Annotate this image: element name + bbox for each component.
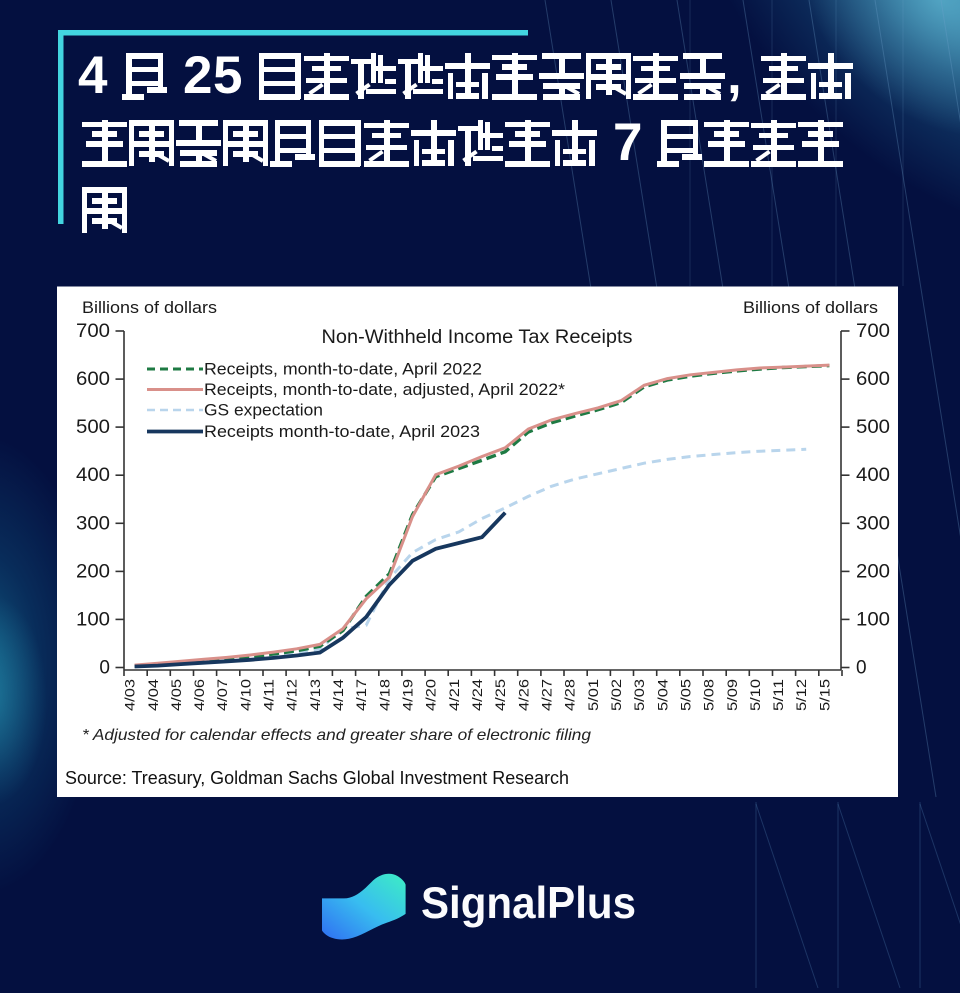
svg-text:SignalPlus: SignalPlus <box>421 879 636 928</box>
svg-text:* Adjusted for calendar effect: * Adjusted for calendar effects and grea… <box>82 727 591 744</box>
svg-text:4/07: 4/07 <box>215 679 230 711</box>
svg-text:5/12: 5/12 <box>794 679 809 711</box>
svg-text:4/20: 4/20 <box>424 679 439 711</box>
svg-text:5/05: 5/05 <box>678 679 693 711</box>
svg-text:5/10: 5/10 <box>748 679 763 711</box>
svg-text:4/10: 4/10 <box>238 679 253 711</box>
svg-text:4/28: 4/28 <box>563 679 578 711</box>
svg-text:600: 600 <box>76 369 110 390</box>
svg-text:4/13: 4/13 <box>308 679 323 711</box>
svg-text:GS expectation: GS expectation <box>204 401 323 420</box>
svg-text:4/12: 4/12 <box>285 679 300 711</box>
svg-text:700: 700 <box>856 321 890 342</box>
svg-text:4/05: 4/05 <box>169 679 184 711</box>
svg-text:5/08: 5/08 <box>702 679 717 711</box>
svg-text:4/21: 4/21 <box>447 679 462 711</box>
svg-text:4/04: 4/04 <box>146 678 161 711</box>
svg-text:4/19: 4/19 <box>401 679 416 711</box>
svg-text:4/14: 4/14 <box>331 678 346 711</box>
svg-text:700: 700 <box>76 321 110 342</box>
svg-text:5/15: 5/15 <box>817 679 832 711</box>
svg-text:100: 100 <box>856 609 890 630</box>
svg-text:4/06: 4/06 <box>192 679 207 711</box>
svg-text:Billions of dollars: Billions of dollars <box>743 298 878 317</box>
svg-text:4/25: 4/25 <box>493 679 508 711</box>
svg-text:Receipts, month-to-date, April: Receipts, month-to-date, April 2022 <box>204 360 482 379</box>
svg-text:200: 200 <box>76 561 110 582</box>
svg-text:Non-Withheld Income Tax Receip: Non-Withheld Income Tax Receipts <box>322 327 633 348</box>
svg-text:4/26: 4/26 <box>516 679 531 711</box>
svg-text:0: 0 <box>99 658 110 679</box>
svg-text:Receipts month-to-date, April: Receipts month-to-date, April 2023 <box>204 422 480 441</box>
svg-text:5/02: 5/02 <box>609 679 624 711</box>
svg-text:4/17: 4/17 <box>354 679 369 711</box>
svg-text:5/04: 5/04 <box>655 678 670 711</box>
svg-text:5/01: 5/01 <box>586 679 601 711</box>
svg-text:400: 400 <box>76 465 110 486</box>
svg-text:0: 0 <box>856 658 867 679</box>
svg-text:4/11: 4/11 <box>262 679 277 711</box>
svg-text:4/03: 4/03 <box>123 679 138 711</box>
svg-text:5/11: 5/11 <box>771 679 786 711</box>
svg-text:300: 300 <box>856 513 890 534</box>
svg-text:4/27: 4/27 <box>540 679 555 711</box>
svg-text:400: 400 <box>856 465 890 486</box>
svg-text:100: 100 <box>76 609 110 630</box>
svg-text:4/24: 4/24 <box>470 678 485 711</box>
svg-text:Source: Treasury, Goldman Sach: Source: Treasury, Goldman Sachs Global I… <box>65 767 569 788</box>
svg-text:600: 600 <box>856 369 890 390</box>
svg-text:300: 300 <box>76 513 110 534</box>
svg-text:4/18: 4/18 <box>377 679 392 711</box>
svg-text:Receipts, month-to-date, adjus: Receipts, month-to-date, adjusted, April… <box>204 380 565 399</box>
svg-text:Billions of dollars: Billions of dollars <box>82 298 217 317</box>
svg-text:5/03: 5/03 <box>632 679 647 711</box>
svg-text:200: 200 <box>856 561 890 582</box>
svg-text:5/09: 5/09 <box>725 679 740 711</box>
svg-text:500: 500 <box>856 417 890 438</box>
svg-text:500: 500 <box>76 417 110 438</box>
